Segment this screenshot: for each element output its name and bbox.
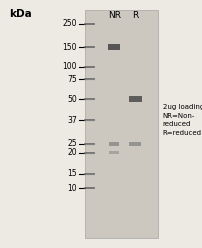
Text: 25: 25 (67, 139, 77, 148)
Text: 250: 250 (62, 19, 77, 28)
Bar (85, 10, 158, 238)
Text: 2ug loading
NR=Non-
reduced
R=reduced: 2ug loading NR=Non- reduced R=reduced (163, 104, 202, 136)
Text: kDa: kDa (9, 9, 32, 19)
Text: 150: 150 (62, 43, 77, 52)
Text: 50: 50 (67, 95, 77, 104)
Text: 75: 75 (67, 75, 77, 84)
Bar (109, 151, 119, 154)
Text: 37: 37 (67, 116, 77, 125)
Text: 20: 20 (67, 148, 77, 157)
Text: 15: 15 (67, 169, 77, 178)
Bar (129, 142, 141, 146)
Text: 10: 10 (67, 184, 77, 193)
Text: 100: 100 (62, 62, 77, 71)
Bar (108, 44, 120, 50)
Text: R: R (132, 11, 138, 20)
Bar (109, 142, 119, 146)
Text: NR: NR (108, 11, 121, 20)
Bar (129, 96, 142, 102)
